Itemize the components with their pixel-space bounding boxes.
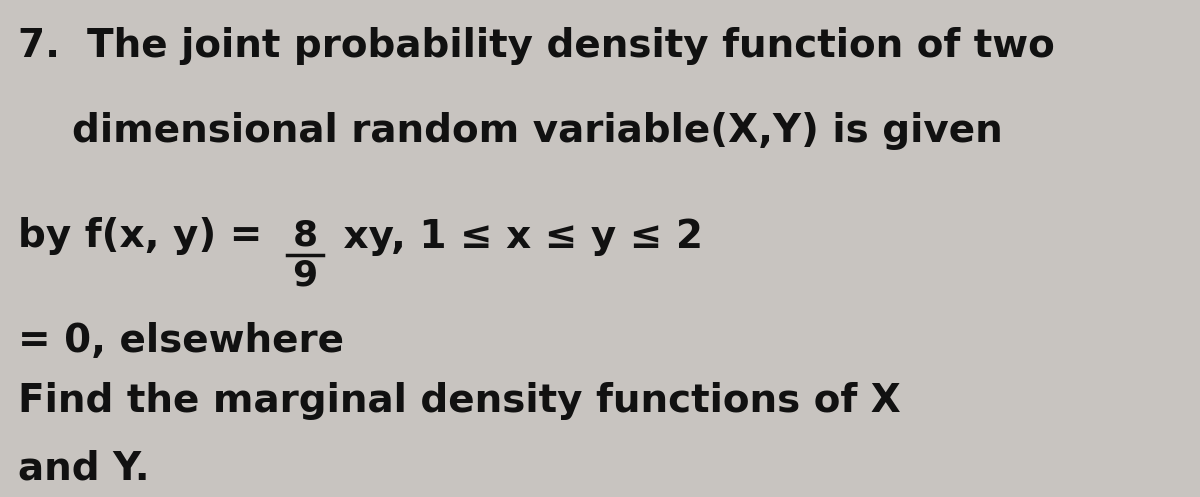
Text: by f(x, y) =: by f(x, y) =: [18, 217, 276, 255]
Text: = 0, elsewhere: = 0, elsewhere: [18, 322, 344, 360]
Text: dimensional random variable(X,Y) is given: dimensional random variable(X,Y) is give…: [18, 112, 1003, 150]
Text: xy, 1 ≤ x ≤ y ≤ 2: xy, 1 ≤ x ≤ y ≤ 2: [330, 218, 703, 256]
Text: and Y.: and Y.: [18, 450, 150, 488]
Text: Find the marginal density functions of X: Find the marginal density functions of X: [18, 382, 901, 420]
Text: 9: 9: [293, 259, 318, 293]
Text: 7.  The joint probability density function of two: 7. The joint probability density functio…: [18, 27, 1055, 65]
Text: 8: 8: [293, 219, 318, 253]
